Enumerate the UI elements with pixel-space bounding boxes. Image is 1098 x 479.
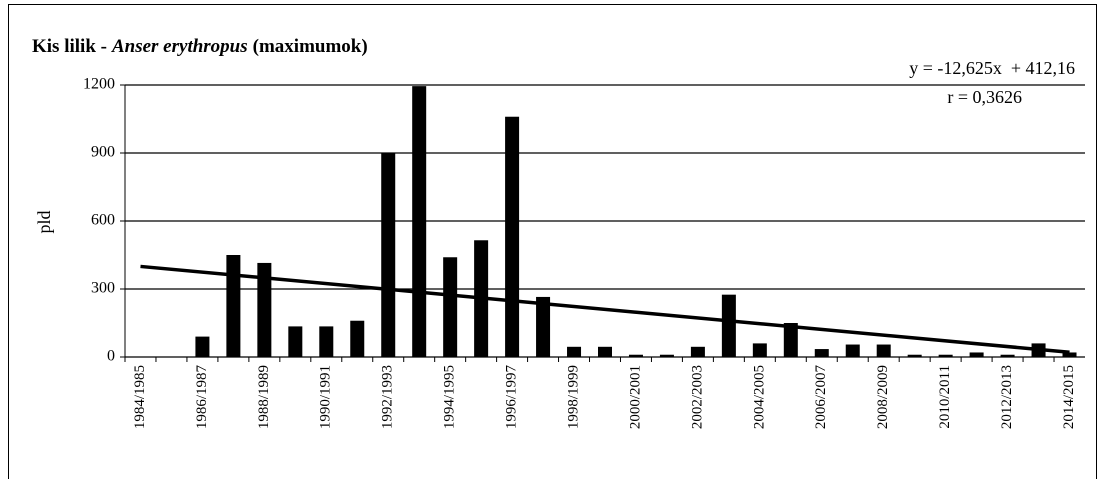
bar xyxy=(969,352,984,357)
bar xyxy=(721,294,736,357)
bar xyxy=(598,346,612,357)
x-tick-label: 1988/1989 xyxy=(256,365,272,429)
bar xyxy=(907,354,922,357)
bar xyxy=(628,354,643,357)
equation: y = -12,625x + 412,16 xyxy=(909,58,1075,78)
x-tick-label: 1986/1987 xyxy=(194,365,210,430)
chart-title: Kis lilik - Anser erythropus (maximumok) xyxy=(32,36,368,57)
title-part: Kis lilik - xyxy=(32,36,107,57)
bar xyxy=(319,326,334,357)
x-tick-label: 2000/2001 xyxy=(627,365,643,429)
bar xyxy=(1062,352,1077,357)
bar xyxy=(381,153,396,357)
bar xyxy=(350,320,365,357)
x-tick-label: 1998/1999 xyxy=(565,365,581,429)
y-tick-label: 0 xyxy=(107,348,115,365)
title-species: Anser erythropus xyxy=(111,36,248,57)
x-tick-label: 2002/2003 xyxy=(689,365,705,429)
x-tick-label: 2008/2009 xyxy=(875,365,891,429)
x-tick-label: 2004/2005 xyxy=(751,365,767,429)
x-tick-label: 2010/2011 xyxy=(937,365,953,429)
y-tick-label: 900 xyxy=(91,144,115,161)
y-tick-label: 1200 xyxy=(83,76,115,93)
bar xyxy=(690,346,705,357)
bar xyxy=(412,86,427,357)
title-part: (maximumok) xyxy=(253,36,368,57)
trendline xyxy=(140,264,1070,355)
y-axis-label: pld xyxy=(34,210,54,233)
x-tick-label: 2006/2007 xyxy=(813,365,829,430)
y-tick-label: 300 xyxy=(91,280,115,297)
bar xyxy=(845,344,860,357)
bar xyxy=(257,262,272,357)
bar xyxy=(814,349,829,357)
bar xyxy=(226,255,241,357)
bar xyxy=(443,257,458,357)
x-tick-label: 1996/1997 xyxy=(504,365,520,430)
x-tick-label: 1994/1995 xyxy=(442,365,458,429)
bar xyxy=(567,346,582,357)
bar xyxy=(876,344,891,357)
frame xyxy=(8,4,1097,479)
bar xyxy=(783,323,798,357)
x-tick-label: 2014/2015 xyxy=(1061,365,1077,429)
bar xyxy=(659,354,674,357)
x-tick-label: 1990/1991 xyxy=(318,365,334,429)
x-tick-label: 2012/2013 xyxy=(999,365,1015,429)
bar xyxy=(505,116,520,357)
r-label: r = 0,3626 xyxy=(947,87,1022,107)
bar xyxy=(752,343,767,357)
bar xyxy=(195,336,210,357)
x-tick-label: 1992/1993 xyxy=(380,365,396,429)
bar xyxy=(938,354,953,357)
x-tick-label: 1984/1985 xyxy=(132,365,148,429)
bar xyxy=(536,296,551,357)
y-tick-label: 600 xyxy=(91,212,115,229)
bar xyxy=(288,326,303,357)
bar xyxy=(1000,354,1015,357)
